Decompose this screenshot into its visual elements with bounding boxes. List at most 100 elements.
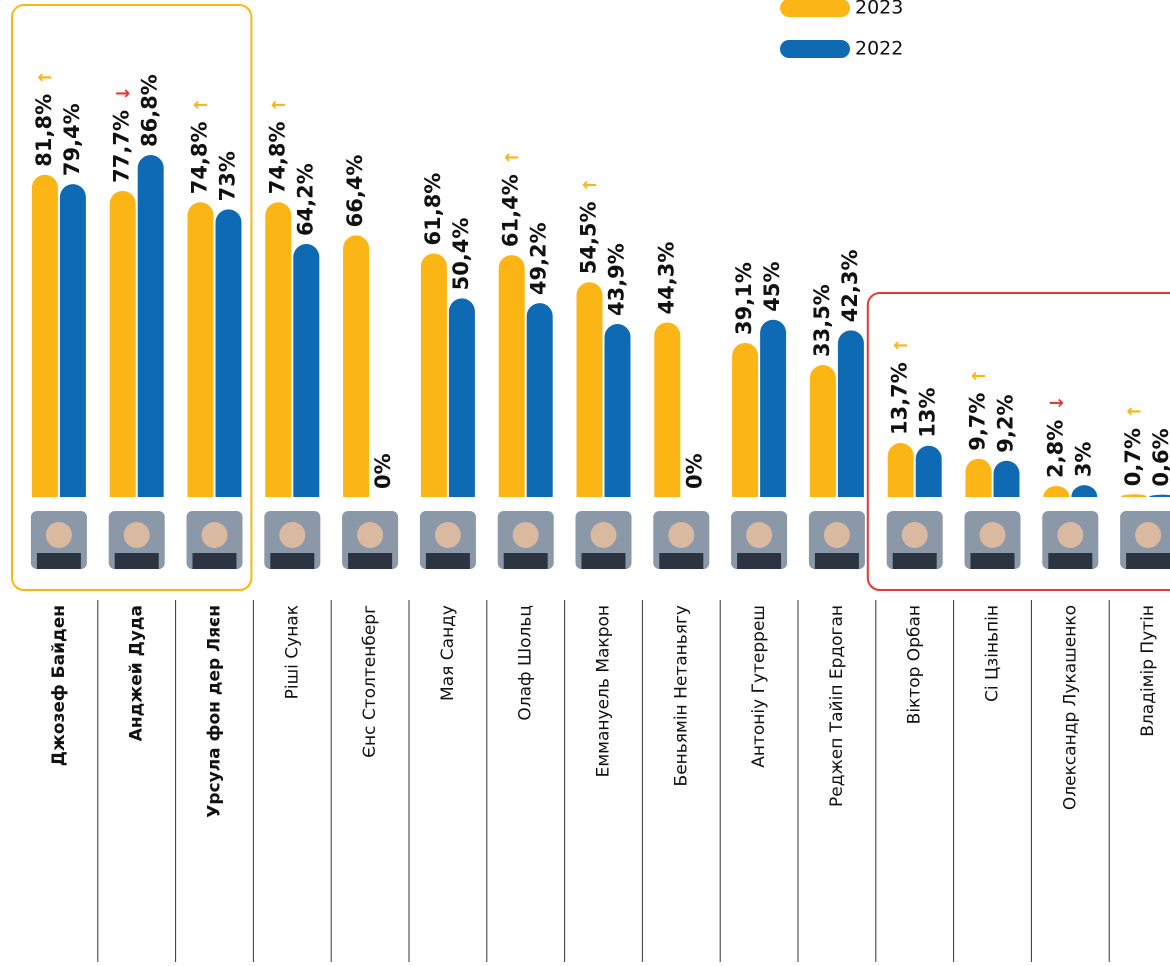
highlight-box: [866, 292, 1170, 591]
bar: [109, 190, 136, 498]
category-label: Реджеп Тайіп Ердоган: [827, 605, 847, 807]
trend-arrow: →: [115, 83, 130, 104]
trend-arrow: ←: [504, 147, 519, 168]
bar: [1071, 485, 1098, 497]
legend-label: 2023: [855, 0, 903, 19]
value-label: 73%: [216, 151, 240, 201]
category-label: Єнс Столтенберг: [360, 605, 380, 758]
bar: [809, 365, 836, 497]
bar: [31, 174, 58, 497]
bar: [654, 322, 681, 497]
bar: [265, 202, 292, 497]
photo-body: [425, 553, 470, 569]
category-label: Олаф Шольц: [516, 605, 536, 721]
bar: [576, 282, 603, 497]
value-label: 74,8%: [265, 121, 289, 194]
legend-swatch: [780, 40, 850, 58]
bar: [1043, 485, 1070, 497]
value-label: 54,5%: [577, 201, 601, 274]
value-label: 3%: [1071, 442, 1095, 478]
bar: [187, 202, 214, 497]
value-label: 49,2%: [527, 222, 551, 295]
bar: [837, 330, 864, 497]
category-label: Анджей Дуда: [127, 605, 147, 741]
bar: [887, 443, 914, 497]
value-label: 64,2%: [293, 163, 317, 236]
value-label: 43,9%: [605, 243, 629, 316]
value-label: 0,7%: [1121, 428, 1145, 486]
photo-body: [814, 553, 859, 569]
bar: [59, 184, 86, 497]
photo-body: [114, 553, 159, 569]
category-label: Ріші Сунак: [282, 605, 302, 699]
value-label: 66,4%: [343, 155, 367, 228]
value-label: 13%: [916, 388, 940, 438]
photo-face: [590, 522, 617, 548]
bar: [215, 209, 242, 498]
value-label: 44,3%: [654, 242, 678, 315]
value-label: 42,3%: [838, 249, 862, 322]
trend-arrow: ←: [971, 366, 986, 387]
category-label: Джозеф Байден: [49, 605, 69, 766]
bar: [1149, 494, 1170, 497]
photo-face: [746, 522, 773, 548]
bar: [420, 253, 447, 497]
photo-face: [357, 522, 384, 548]
value-label: 33,5%: [810, 284, 834, 357]
bar: [448, 298, 475, 497]
bar: [993, 460, 1020, 497]
value-label: 45%: [760, 261, 784, 311]
photo-body: [1048, 553, 1093, 569]
category-label: Беньямін Нетаньягу: [671, 605, 691, 786]
category-label: Антоніу Гутерреш: [749, 605, 769, 768]
trend-arrow: ←: [893, 335, 908, 356]
bar: [1121, 494, 1148, 497]
photo-face: [1135, 522, 1162, 548]
category-label: Еммануель Макрон: [594, 605, 614, 777]
bar: [498, 255, 525, 497]
photo-body: [737, 553, 782, 569]
trend-arrow: ←: [193, 94, 208, 115]
value-label: 61,8%: [421, 173, 445, 246]
value-label: 79,4%: [60, 103, 84, 176]
bar: [343, 235, 370, 497]
photo-face: [668, 522, 695, 548]
photo-body: [970, 553, 1015, 569]
trend-arrow: →: [1049, 393, 1064, 414]
category-label: Сі Цзіньпін: [983, 605, 1003, 702]
category-label: Віктор Орбан: [905, 605, 925, 724]
value-label: 50,4%: [449, 218, 473, 291]
photo-body: [36, 553, 81, 569]
photo-face: [201, 522, 228, 548]
value-label: 9,2%: [994, 395, 1018, 453]
photo-body: [1126, 553, 1170, 569]
photo-body: [192, 553, 237, 569]
bar: [137, 155, 164, 498]
trend-arrow: ←: [582, 174, 597, 195]
photo-face: [279, 522, 306, 548]
photo-body: [503, 553, 548, 569]
highlight-box: [11, 4, 253, 592]
legend-swatch: [780, 0, 850, 17]
legend-label: 2022: [855, 38, 903, 60]
photo-body: [659, 553, 704, 569]
value-label: 2,8%: [1043, 420, 1067, 478]
bar: [526, 303, 553, 497]
photo-face: [434, 522, 461, 548]
bar: [915, 445, 942, 497]
value-label: 0%: [682, 453, 706, 489]
photo-face: [512, 522, 539, 548]
trend-arrow: ←: [271, 94, 286, 115]
value-label: 86,8%: [138, 74, 162, 147]
bar: [732, 342, 759, 497]
value-label: 81,8%: [32, 94, 56, 167]
category-label: Мая Санду: [438, 605, 458, 701]
photo-face: [823, 522, 850, 548]
category-label: Владімір Путін: [1138, 605, 1158, 737]
photo-body: [892, 553, 937, 569]
photo-body: [270, 553, 315, 569]
value-label: 74,8%: [188, 121, 212, 194]
photo-body: [581, 553, 626, 569]
photo-face: [123, 522, 150, 548]
